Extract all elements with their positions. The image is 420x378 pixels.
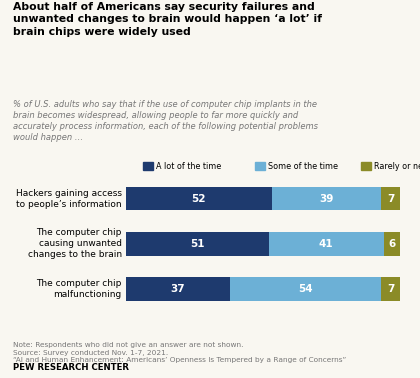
- Bar: [126, 232, 269, 256]
- Text: 37: 37: [171, 284, 185, 294]
- Bar: [383, 232, 400, 256]
- Text: 7: 7: [387, 194, 394, 204]
- Text: 39: 39: [319, 194, 333, 204]
- Bar: [381, 187, 400, 211]
- Text: Hackers gaining access
to people’s information: Hackers gaining access to people’s infor…: [16, 189, 122, 209]
- Text: 7: 7: [387, 284, 394, 294]
- Text: 52: 52: [192, 194, 206, 204]
- Text: 51: 51: [190, 239, 205, 249]
- Bar: [361, 162, 371, 170]
- Text: 6: 6: [388, 239, 396, 249]
- Text: 41: 41: [319, 239, 333, 249]
- Text: A lot of the time: A lot of the time: [156, 162, 221, 170]
- Bar: [126, 277, 230, 301]
- Text: 54: 54: [298, 284, 312, 294]
- Bar: [269, 232, 383, 256]
- Bar: [126, 187, 272, 211]
- Bar: [230, 277, 381, 301]
- Text: Rarely or never: Rarely or never: [375, 162, 420, 170]
- Bar: [272, 187, 381, 211]
- Text: Note: Respondents who did not give an answer are not shown.
Source: Survey condu: Note: Respondents who did not give an an…: [13, 342, 346, 363]
- Text: The computer chip
malfunctioning: The computer chip malfunctioning: [37, 279, 122, 299]
- Text: % of U.S. adults who say that if the use of computer chip implants in the
brain : % of U.S. adults who say that if the use…: [13, 100, 318, 143]
- Text: PEW RESEARCH CENTER: PEW RESEARCH CENTER: [13, 363, 129, 372]
- Bar: [255, 162, 265, 170]
- Text: About half of Americans say security failures and
unwanted changes to brain woul: About half of Americans say security fai…: [13, 2, 322, 37]
- Text: Some of the time: Some of the time: [268, 162, 338, 170]
- Bar: [143, 162, 152, 170]
- Text: The computer chip
causing unwanted
changes to the brain: The computer chip causing unwanted chang…: [28, 228, 122, 259]
- Bar: [381, 277, 400, 301]
